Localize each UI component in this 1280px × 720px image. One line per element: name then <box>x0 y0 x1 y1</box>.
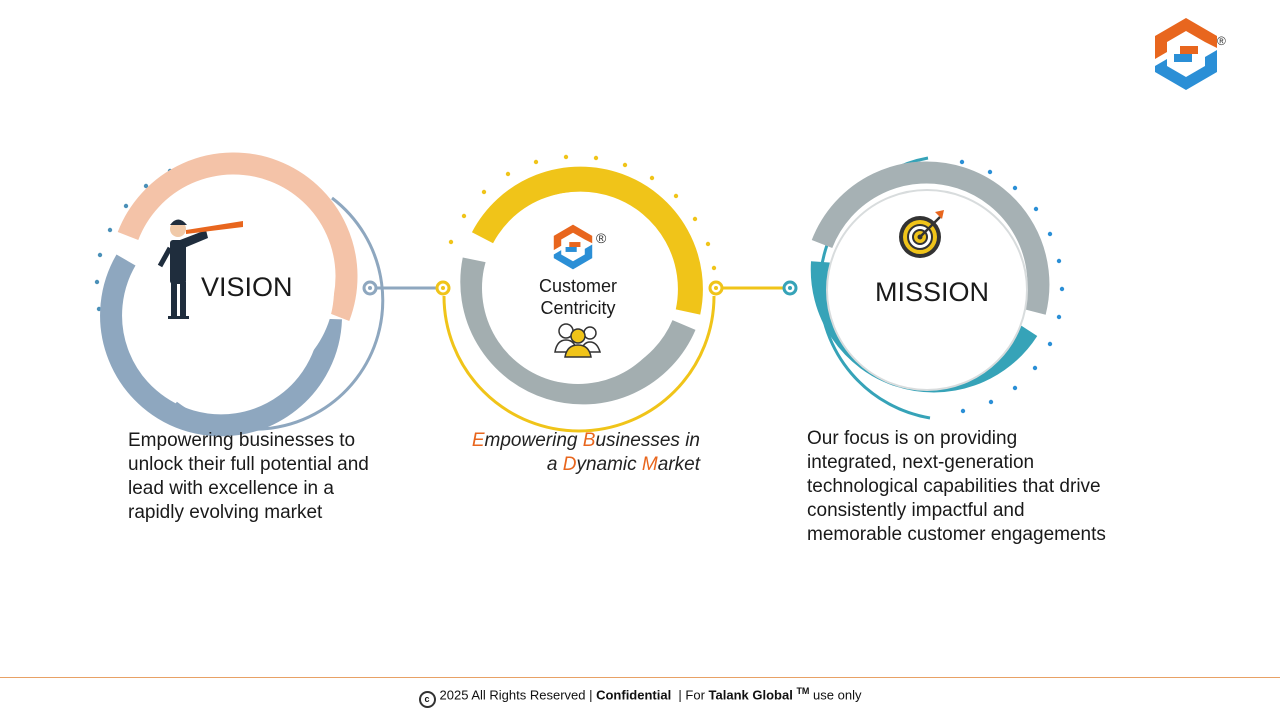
footer-company: Talank Global <box>708 687 793 703</box>
tagline-word: a <box>546 454 563 475</box>
tagline-word: ynamic <box>576 454 642 475</box>
vision-circle: VISION <box>94 152 385 437</box>
footer-trademark: TM <box>796 686 810 696</box>
tagline-word: mpowering <box>484 430 583 451</box>
vision-title: VISION <box>201 272 293 302</box>
center-registered-mark: ® <box>596 230 607 246</box>
talank-logo-icon <box>1155 18 1217 90</box>
tagline-letter: E <box>471 430 485 451</box>
vision-description: Empowering businesses to unlock their fu… <box>128 430 369 523</box>
logo-registered-mark: ® <box>1217 34 1226 48</box>
footer-year-text: 2025 All Rights Reserved | <box>439 687 597 703</box>
center-title-line1: Customer <box>539 276 617 296</box>
target-dart-icon <box>899 210 944 258</box>
footer-confidential: Confidential <box>596 687 672 703</box>
tagline-line2: a Dynamic Market <box>420 453 700 477</box>
tagline-letter: D <box>562 454 577 475</box>
footer-divider <box>0 677 1280 678</box>
footer: c 2025 All Rights Reserved | Confidential… <box>0 686 1280 709</box>
footer-end-text: use only <box>809 687 862 703</box>
mission-title: MISSION <box>875 277 989 307</box>
tagline-word: arket <box>657 454 700 475</box>
center-dots-decoration <box>448 154 717 271</box>
footer-for-text: | For <box>671 687 709 703</box>
tagline-letter: B <box>582 430 596 451</box>
customer-centricity-circle: ® Customer Centricity <box>442 154 717 433</box>
mission-description: Our focus is on providing integrated, ne… <box>807 428 1106 545</box>
customer-group-icon <box>554 323 602 358</box>
tagline-word: usinesses in <box>595 430 700 451</box>
copyright-icon: c <box>418 691 436 709</box>
center-tagline: Empowering Businesses in a Dynamic Marke… <box>420 429 700 477</box>
mission-circle: MISSION <box>810 156 1065 420</box>
tagline-letter: M <box>641 454 658 475</box>
tagline-line1: Empowering Businesses in <box>420 429 700 453</box>
customer-centricity-logo-icon <box>553 224 593 270</box>
center-title-line2: Centricity <box>540 298 615 318</box>
mission-dots-decoration <box>959 159 1065 414</box>
telescope-man-icon <box>157 219 243 319</box>
